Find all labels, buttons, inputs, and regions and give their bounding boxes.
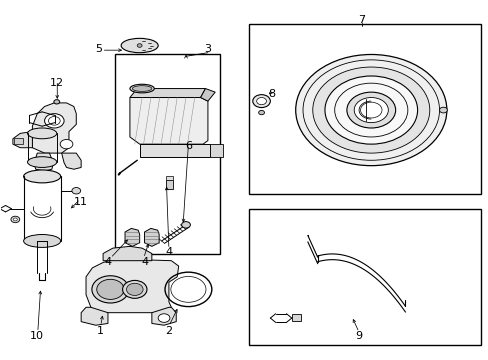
Polygon shape [86, 259, 178, 313]
Circle shape [44, 114, 64, 128]
Circle shape [346, 92, 395, 128]
Text: 3: 3 [204, 44, 211, 54]
Polygon shape [130, 89, 205, 98]
Text: 10: 10 [30, 331, 44, 341]
Bar [210, 144, 222, 157]
Polygon shape [144, 228, 159, 246]
Polygon shape [81, 307, 108, 325]
Circle shape [126, 283, 143, 296]
Bar [249, 24, 480, 194]
Polygon shape [103, 246, 152, 261]
Text: 2: 2 [165, 325, 172, 336]
Text: 8: 8 [267, 89, 274, 99]
Circle shape [181, 222, 190, 228]
Circle shape [122, 280, 147, 298]
Bar [115, 54, 220, 253]
Circle shape [137, 44, 142, 47]
Bar [291, 315, 300, 321]
Text: 12: 12 [50, 78, 64, 88]
Bar [165, 180, 172, 189]
Text: 6: 6 [184, 141, 191, 151]
Text: 4: 4 [104, 257, 111, 267]
Bar [165, 176, 172, 180]
Polygon shape [200, 89, 215, 101]
Bar [249, 209, 480, 345]
Circle shape [439, 107, 447, 113]
Text: 1: 1 [97, 325, 104, 336]
Circle shape [13, 218, 17, 221]
Ellipse shape [121, 39, 158, 53]
Circle shape [72, 188, 81, 194]
Text: 5: 5 [95, 44, 102, 54]
Circle shape [256, 98, 266, 105]
Ellipse shape [23, 234, 61, 247]
Polygon shape [125, 228, 140, 246]
Circle shape [325, 76, 417, 144]
Polygon shape [34, 153, 53, 171]
Ellipse shape [27, 157, 57, 167]
Circle shape [54, 100, 60, 104]
Polygon shape [152, 307, 176, 325]
Ellipse shape [132, 86, 152, 91]
Ellipse shape [27, 128, 57, 139]
Ellipse shape [23, 170, 61, 183]
Ellipse shape [130, 84, 154, 93]
Polygon shape [61, 153, 81, 169]
Text: 9: 9 [355, 331, 362, 341]
Circle shape [312, 67, 429, 153]
Circle shape [158, 314, 169, 322]
Circle shape [295, 54, 446, 166]
Circle shape [353, 98, 387, 123]
Text: 4: 4 [165, 247, 172, 257]
Circle shape [60, 139, 73, 149]
Circle shape [11, 216, 20, 223]
Circle shape [252, 95, 270, 108]
Text: 11: 11 [74, 197, 88, 207]
Polygon shape [140, 144, 210, 157]
Polygon shape [32, 103, 76, 153]
Circle shape [92, 276, 129, 303]
Polygon shape [130, 98, 207, 144]
Text: 4: 4 [141, 257, 148, 267]
Text: 7: 7 [357, 15, 365, 26]
Polygon shape [13, 132, 32, 148]
Bar [14, 138, 23, 144]
Circle shape [258, 111, 264, 115]
Circle shape [97, 279, 124, 300]
